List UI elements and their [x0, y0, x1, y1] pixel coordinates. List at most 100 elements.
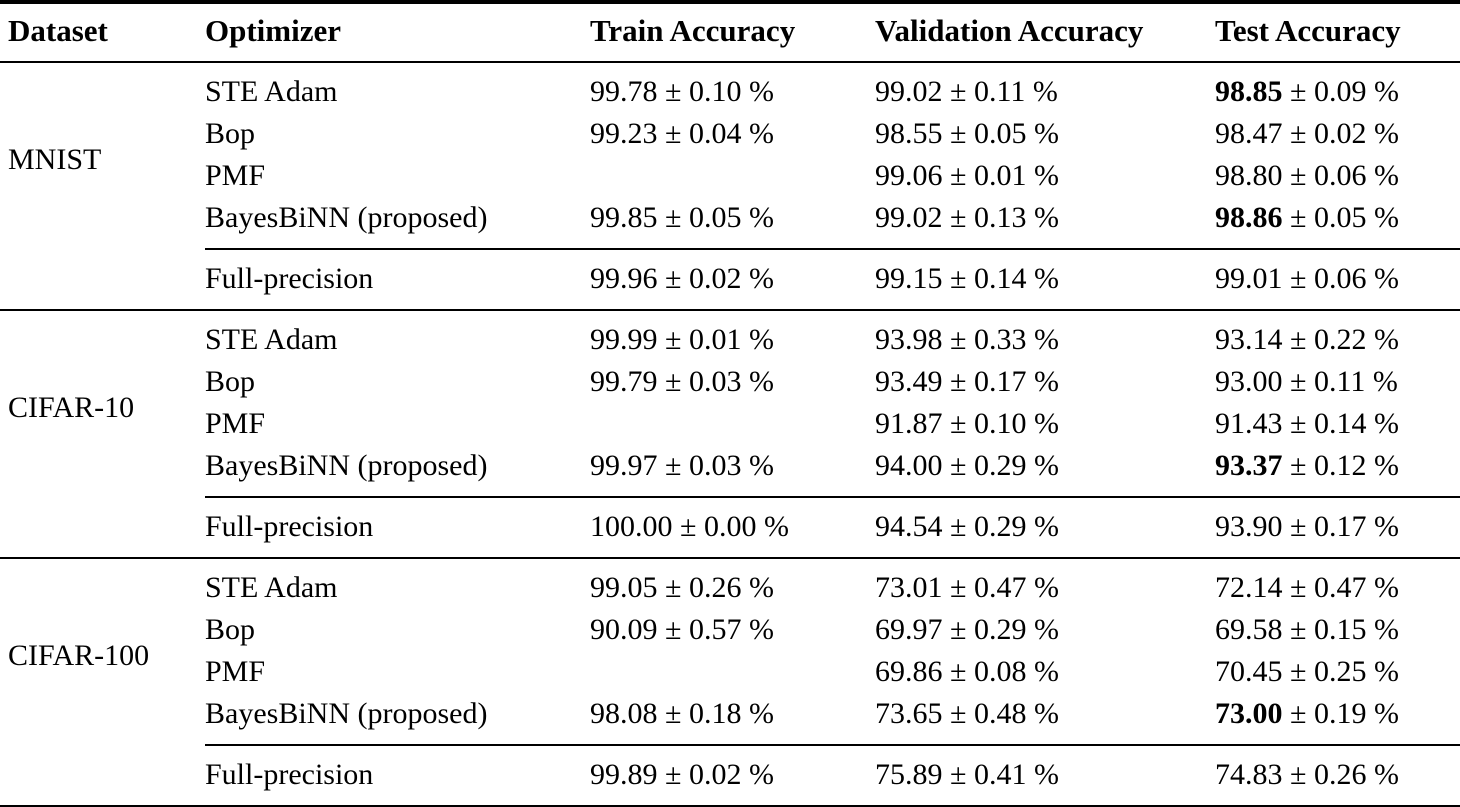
accuracy-uncertainty: ± 0.05 % — [657, 201, 774, 234]
optimizer-label: PMF — [205, 407, 266, 440]
accuracy-uncertainty: ± 0.09 % — [1282, 75, 1399, 108]
accuracy-uncertainty: ± 0.22 % — [1282, 323, 1399, 356]
accuracy-mean: 91.87 — [875, 407, 943, 440]
optimizer-label: STE Adam — [205, 309, 590, 361]
optimizer-row: PMF 91.87 ± 0.10 % 91.43 ± 0.14 % — [0, 403, 1460, 445]
validation-accuracy-cell: 99.02 ± 0.13 % — [875, 197, 1215, 249]
accuracy-mean: 91.43 — [1215, 407, 1283, 440]
accuracy-uncertainty: ± 0.29 % — [942, 613, 1059, 646]
accuracy-mean: 73.00 — [1215, 697, 1283, 730]
accuracy-mean: 69.58 — [1215, 613, 1283, 646]
accuracy-mean: 90.09 — [590, 613, 658, 646]
test-accuracy-cell: 72.14 ± 0.47 % — [1215, 557, 1460, 609]
accuracy-uncertainty: ± 0.48 % — [942, 697, 1059, 730]
validation-accuracy-cell: 99.02 ± 0.11 % — [875, 62, 1215, 113]
accuracy-uncertainty: ± 0.10 % — [942, 407, 1059, 440]
accuracy-mean: 73.01 — [875, 571, 943, 604]
accuracy-uncertainty: ± 0.03 % — [657, 365, 774, 398]
dataset-label: CIFAR-10 — [0, 309, 205, 497]
optimizer-row: BayesBiNN (proposed) 99.85 ± 0.05 % 99.02 … — [0, 197, 1460, 249]
accuracy-mean: 99.15 — [875, 262, 943, 295]
train-accuracy-cell: 98.08 ± 0.18 % — [590, 693, 875, 745]
accuracy-uncertainty: ± 0.19 % — [1282, 697, 1399, 730]
train-accuracy-cell — [590, 155, 875, 197]
train-accuracy-cell: 99.79 ± 0.03 % — [590, 361, 875, 403]
col-header-optimizer: Optimizer — [205, 2, 590, 63]
optimizer-label: STE Adam — [205, 557, 590, 609]
accuracy-uncertainty: ± 0.26 % — [1282, 758, 1399, 791]
validation-accuracy-cell: 99.15 ± 0.14 % — [875, 248, 1215, 310]
train-accuracy-cell — [590, 403, 875, 445]
accuracy-mean: 69.97 — [875, 613, 943, 646]
accuracy-uncertainty: ± 0.04 % — [657, 117, 774, 150]
train-accuracy-cell: 99.85 ± 0.05 % — [590, 197, 875, 249]
accuracy-uncertainty: ± 0.29 % — [942, 449, 1059, 482]
accuracy-mean: 93.37 — [1215, 449, 1283, 482]
col-header-test-accuracy: Test Accuracy — [1215, 2, 1460, 63]
col-header-train-accuracy: Train Accuracy — [590, 2, 875, 63]
col-header-validation-accuracy: Validation Accuracy — [875, 2, 1215, 63]
optimizer-row: MNIST STE Adam 99.78 ± 0.10 % 99.02 ± 0.11 … — [0, 62, 1460, 176]
accuracy-mean: 93.49 — [875, 365, 943, 398]
validation-accuracy-cell: 94.00 ± 0.29 % — [875, 445, 1215, 497]
accuracy-mean: 98.86 — [1215, 201, 1283, 234]
test-accuracy-cell: 91.43 ± 0.14 % — [1215, 403, 1460, 445]
accuracy-uncertainty: ± 0.02 % — [1282, 117, 1399, 150]
accuracy-uncertainty: ± 0.02 % — [657, 758, 774, 791]
accuracy-mean: 98.80 — [1215, 159, 1283, 192]
accuracy-uncertainty: ± 0.26 % — [657, 571, 774, 604]
dataset-label-empty — [0, 745, 205, 807]
accuracy-mean: 100.00 — [590, 510, 673, 543]
optimizer-row: Bop 99.23 ± 0.04 % 98.55 ± 0.05 % 98.47 ± 0… — [0, 113, 1460, 155]
accuracy-uncertainty: ± 0.18 % — [657, 697, 774, 730]
train-accuracy-cell: 99.78 ± 0.10 % — [590, 62, 875, 113]
accuracy-mean: 99.96 — [590, 262, 658, 295]
accuracy-mean: 98.08 — [590, 697, 658, 730]
accuracy-uncertainty: ± 0.47 % — [942, 571, 1059, 604]
test-accuracy-cell: 93.00 ± 0.11 % — [1215, 361, 1460, 403]
accuracy-uncertainty: ± 0.06 % — [1282, 159, 1399, 192]
accuracy-mean: 99.02 — [875, 75, 943, 108]
col-header-dataset: Dataset — [0, 2, 205, 63]
validation-accuracy-cell: 69.97 ± 0.29 % — [875, 609, 1215, 651]
optimizer-label: Full-precision — [205, 744, 590, 807]
accuracy-mean: 99.05 — [590, 571, 658, 604]
test-accuracy-cell: 93.90 ± 0.17 % — [1215, 496, 1460, 558]
optimizer-label: Bop — [205, 365, 256, 398]
dataset-label-empty — [0, 497, 205, 558]
accuracy-mean: 99.78 — [590, 75, 658, 108]
accuracy-mean: 94.00 — [875, 449, 943, 482]
test-accuracy-cell: 98.85 ± 0.09 % — [1215, 62, 1460, 113]
optimizer-label: Bop — [205, 613, 256, 646]
accuracy-uncertainty: ± 0.17 % — [942, 365, 1059, 398]
accuracy-mean: 99.06 — [875, 159, 943, 192]
accuracy-mean: 93.90 — [1215, 510, 1283, 543]
accuracy-uncertainty: ± 0.11 % — [1282, 365, 1398, 398]
accuracy-mean: 99.01 — [1215, 262, 1283, 295]
train-accuracy-cell: 99.89 ± 0.02 % — [590, 744, 875, 807]
optimizer-label: STE Adam — [205, 75, 338, 108]
accuracy-mean: 99.85 — [590, 201, 658, 234]
accuracy-mean: 93.98 — [875, 323, 943, 356]
results-table-body: MNIST STE Adam 99.78 ± 0.10 % 99.02 ± 0.11 … — [0, 62, 1460, 807]
test-accuracy-cell: 99.01 ± 0.06 % — [1215, 248, 1460, 310]
optimizer-label: Bop — [205, 117, 256, 150]
validation-accuracy-cell: 73.01 ± 0.47 % — [875, 557, 1215, 609]
accuracy-mean: 99.02 — [875, 201, 943, 234]
accuracy-uncertainty: ± 0.29 % — [942, 510, 1059, 543]
dataset-label: CIFAR-100 — [0, 557, 205, 745]
train-accuracy-cell: 99.97 ± 0.03 % — [590, 445, 875, 497]
optimizer-row: BayesBiNN (proposed) 99.97 ± 0.03 % 94.00 … — [0, 445, 1460, 497]
optimizer-row: Bop 99.79 ± 0.03 % 93.49 ± 0.17 % 93.00 ± 0… — [0, 361, 1460, 403]
accuracy-uncertainty: ± 0.05 % — [1282, 201, 1399, 234]
train-accuracy-cell: 99.96 ± 0.02 % — [590, 248, 875, 310]
optimizer-label: Full-precision — [205, 248, 590, 310]
optimizer-label: PMF — [205, 655, 266, 688]
validation-accuracy-cell: 93.49 ± 0.17 % — [875, 361, 1215, 403]
optimizer-label: BayesBiNN (proposed) — [205, 449, 488, 482]
accuracy-uncertainty: ± 0.41 % — [942, 758, 1059, 791]
optimizer-label: PMF — [205, 159, 266, 192]
accuracy-mean: 73.65 — [875, 697, 943, 730]
full-precision-row: Full-precision 99.96 ± 0.02 % 99.15 ± 0.14… — [0, 248, 1460, 310]
train-accuracy-cell: 100.00 ± 0.00 % — [590, 496, 875, 558]
